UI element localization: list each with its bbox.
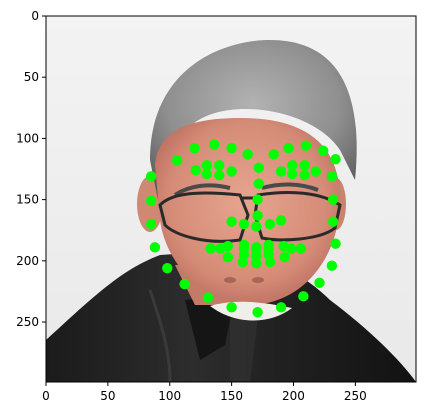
landmark-point-jaw [326,171,338,182]
y-tick-label: 150 [16,193,39,207]
landmark-point-jaw [275,302,287,313]
landmark-point-left-brow [268,149,279,160]
landmark-point-jaw [226,302,237,313]
x-tick-label: 50 [100,389,115,403]
landmark-point-outer-lips [251,258,262,269]
x-tick-label: 100 [158,389,181,403]
landmark-point-jaw [326,260,338,271]
landmark-point-nose-bridge [253,178,265,189]
landmark-point-left-brow [283,143,294,154]
landmark-point-nose-bridge [252,194,263,205]
landmark-point-left-brow [317,145,329,156]
landmark-points [145,139,341,318]
landmark-point-jaw [145,218,157,230]
landmark-point-nose-bottom [264,218,276,230]
landmark-point-jaw [202,292,214,303]
landmark-point-outer-lips [205,243,216,254]
photo-image [46,16,416,382]
landmark-point-right-eye [226,166,237,177]
landmark-point-inner-lips [238,249,250,260]
landmark-point-right-eye [214,169,225,181]
y-tick-label: 250 [16,315,39,329]
landmark-point-nose-bottom [275,215,287,226]
x-tick-label: 200 [282,389,305,403]
landmark-point-right-brow [189,143,200,154]
y-tick-label: 100 [16,131,39,145]
landmark-point-nose-bridge [253,162,265,173]
x-tick-label: 150 [220,389,243,403]
landmark-point-nose-bottom [238,218,250,230]
landmark-point-jaw [149,242,161,253]
landmark-point-right-eye [214,160,225,171]
landmark-point-jaw [252,307,263,318]
landmark-point-jaw [327,194,339,205]
landmark-point-right-brow [209,139,220,150]
y-tick-label: 0 [31,9,39,23]
landmark-point-inner-lips [263,249,274,260]
landmark-point-jaw [314,277,325,289]
landmark-point-jaw [298,291,309,302]
landmark-point-inner-lips [285,243,297,254]
landmark-point-jaw [327,216,339,227]
y-axis: 0 50 100 150 200 250 [16,9,46,329]
x-tick-label: 0 [42,389,50,403]
landmark-point-left-brow [300,140,312,151]
x-tick-label: 250 [344,389,367,403]
landmark-point-outer-lips [279,251,291,263]
landmark-point-left-eye [299,160,310,171]
y-tick-label: 50 [24,70,39,84]
landmark-point-inner-lips [215,243,226,254]
landmark-point-jaw [162,262,173,274]
landmark-point-outer-lips [222,251,234,263]
landmark-point-right-brow [171,155,183,166]
landmark-point-jaw [179,278,190,290]
landmark-point-left-eye [310,166,321,177]
landmark-point-jaw [145,195,157,207]
landmark-point-jaw [145,171,157,182]
landmark-point-right-eye [201,168,213,180]
landmark-point-left-eye [275,166,287,177]
landmark-point-jaw [330,238,341,249]
x-axis: 0 50 100 150 200 250 [42,382,367,403]
landmark-point-left-eye [299,169,310,181]
landmark-point-nose-bottom [226,216,237,227]
y-tick-label: 200 [16,254,39,268]
axes-frame [45,15,417,383]
landmark-point-left-eye [287,160,298,171]
landmark-point-nose-bridge [252,210,263,221]
landmark-point-left-brow [330,154,341,165]
landmark-point-right-brow [242,149,253,160]
landmark-point-right-brow [226,143,237,154]
landmark-point-outer-lips [295,243,307,254]
landmark-point-nose-bottom [251,221,262,232]
landmark-point-right-eye [201,160,213,171]
landmark-point-left-eye [287,168,298,180]
landmark-point-right-eye [190,165,201,176]
landmark-point-inner-lips [251,250,262,262]
